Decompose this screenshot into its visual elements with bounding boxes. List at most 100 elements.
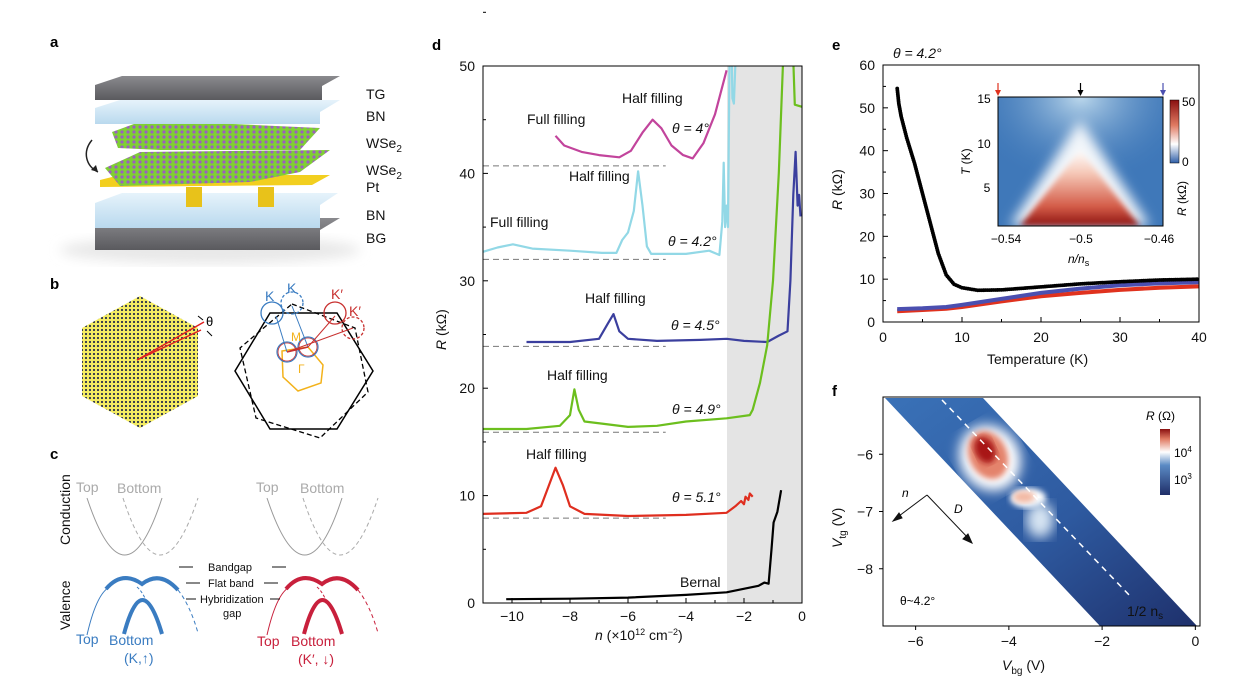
top-gate-layer [95,76,340,100]
panel-label-c: c [50,446,58,463]
label-k: K [265,288,275,304]
series-line-0 [554,70,728,160]
valence-bottom-label-right: Bottom [291,633,335,649]
y-tick-label: 20 [459,380,475,396]
series-line-1 [483,66,737,257]
x-tick-label: −2 [736,608,752,624]
x-tick-label: 0 [879,329,887,345]
x-tick-label: −10 [500,608,524,624]
label-m: M [291,330,301,344]
y-axis-label: Vtg (V) [829,508,849,548]
wse2-bottom-layer [105,150,330,186]
x-axis-label: Vbg (V) [1002,657,1045,677]
y-tick-label: 50 [859,100,875,116]
wse2-top-layer [112,120,320,150]
panel-e-title: θ = 4.2° [893,45,942,61]
colorbar-tick-1e4: 104 [1174,445,1192,460]
x-tick-label: 0 [798,608,806,624]
hybridization-label: Hybridization [200,594,264,606]
panel-label-e: e [832,37,840,54]
y-tick-label: 20 [859,228,875,244]
twist-angle-label: θ [206,314,213,329]
conduction-bottom-label-left: Bottom [117,480,161,496]
y-tick-label: 60 [859,57,875,73]
y-tick-label: 10 [859,271,875,287]
series-line-1 [897,280,1199,312]
panel-label-f: f [832,383,838,400]
y-tick-label: −6 [857,446,873,462]
inset-ytick-15: 15 [977,92,991,106]
x-tick-label: −8 [562,608,578,624]
half-ns-label: 1/2 ns [1127,603,1163,622]
colorbar-tick-1e3: 103 [1174,472,1192,487]
x-tick-label: −6 [620,608,636,624]
y-tick-label: 10 [459,488,475,504]
series-label-bernal: Bernal [680,574,720,590]
x-tick-label: 30 [1112,329,1128,345]
conduction-bottom-label-right: Bottom [300,480,344,496]
data-point [1195,277,1199,282]
x-axis-label: n (×1012 cm−2) [595,627,683,643]
series-line-4 [483,466,754,518]
half-filling-line [941,399,1133,599]
flat-band-label: Flat band [208,578,254,590]
y-tick-label: 40 [859,143,875,159]
valence-label: Valence [57,580,73,630]
x-tick-label: 20 [1033,329,1049,345]
label-k-prime-rotated: K′ [349,303,361,319]
layer-label-pt: Pt [366,179,379,195]
bottom-bn-layer [95,193,338,228]
inset-y-axis-label: T (K) [959,148,973,175]
inset-x-axis-label: n/ns [1068,252,1090,268]
inset-xtick-2: −0.46 [1144,232,1175,246]
layer-label-tg: TG [366,86,385,102]
layer-label-wse2-bottom: WSe2 [366,162,402,182]
valence-top-label-left: Top [76,631,99,647]
series-line-2 [526,150,802,344]
bandgap-label: Bandgap [208,562,252,574]
inset-heatmap: 15 10 5 −0.54 −0.5 −0.46 n/ns T (K) 50 0… [959,83,1196,268]
layer-label-wse2-top: WSe2 [366,135,402,155]
n-d-axes-arrows-icon [891,494,973,544]
layer-labels: TG BN WSe2 WSe2 Pt BN BG [366,86,402,246]
series-label-4p2deg: θ = 4.2° [668,233,717,249]
inset-colorbar-max: 50 [1182,95,1196,109]
gap-label: gap [223,608,241,620]
series-label-5p1deg: θ = 5.1° [672,489,721,505]
inset-xtick-1: −0.5 [1069,232,1093,246]
band-diagram: Conduction Valence Top Bottom Top Bottom… [57,474,379,667]
y-tick-label: 30 [459,273,475,289]
panel-label-a: a [50,34,59,51]
shaded-region [727,66,802,603]
label-k-prime: K′ [331,286,343,302]
twist-angle-annotation: θ~4.2° [900,594,935,608]
colorbar [1160,429,1170,495]
inset-xtick-0: −0.54 [991,232,1022,246]
series-line-5 [506,490,783,601]
arrow-head [1077,90,1084,96]
y-tick-label: 0 [467,595,475,611]
x-tick-label: −4 [678,608,694,624]
y-tick-label: 0 [867,314,875,330]
annotation-full-filling-4deg: Full filling [527,111,585,127]
series-line-3 [483,66,802,431]
series-label-4p9deg: θ = 4.9° [672,401,721,417]
d-direction-label: D [954,502,963,516]
panel-d-resistance-vs-density: −10 −8 −6 −4 −2 0 0 10 20 30 40 50 R (kΩ) n (×1012 … [433,11,806,643]
annotation-half-filling-4p2deg: Half filling [569,168,630,184]
panel-label-d: d [432,37,441,54]
y-tick-label: 50 [459,58,475,74]
x-tick-label: −2 [1094,633,1110,649]
x-tick-label: −4 [1001,633,1017,649]
colorbar-label: R (Ω) [1146,409,1175,423]
arrow-head [995,90,1001,96]
x-tick-label: −6 [908,633,924,649]
device-stack-schematic [60,76,360,264]
arrow-head [1160,90,1166,96]
valence-bottom-label-left: Bottom [109,632,153,648]
valley-label-right: (K′, ↓) [298,651,334,667]
panel-label-b: b [50,276,59,293]
series-label-4p5deg: θ = 4.5° [671,317,720,333]
